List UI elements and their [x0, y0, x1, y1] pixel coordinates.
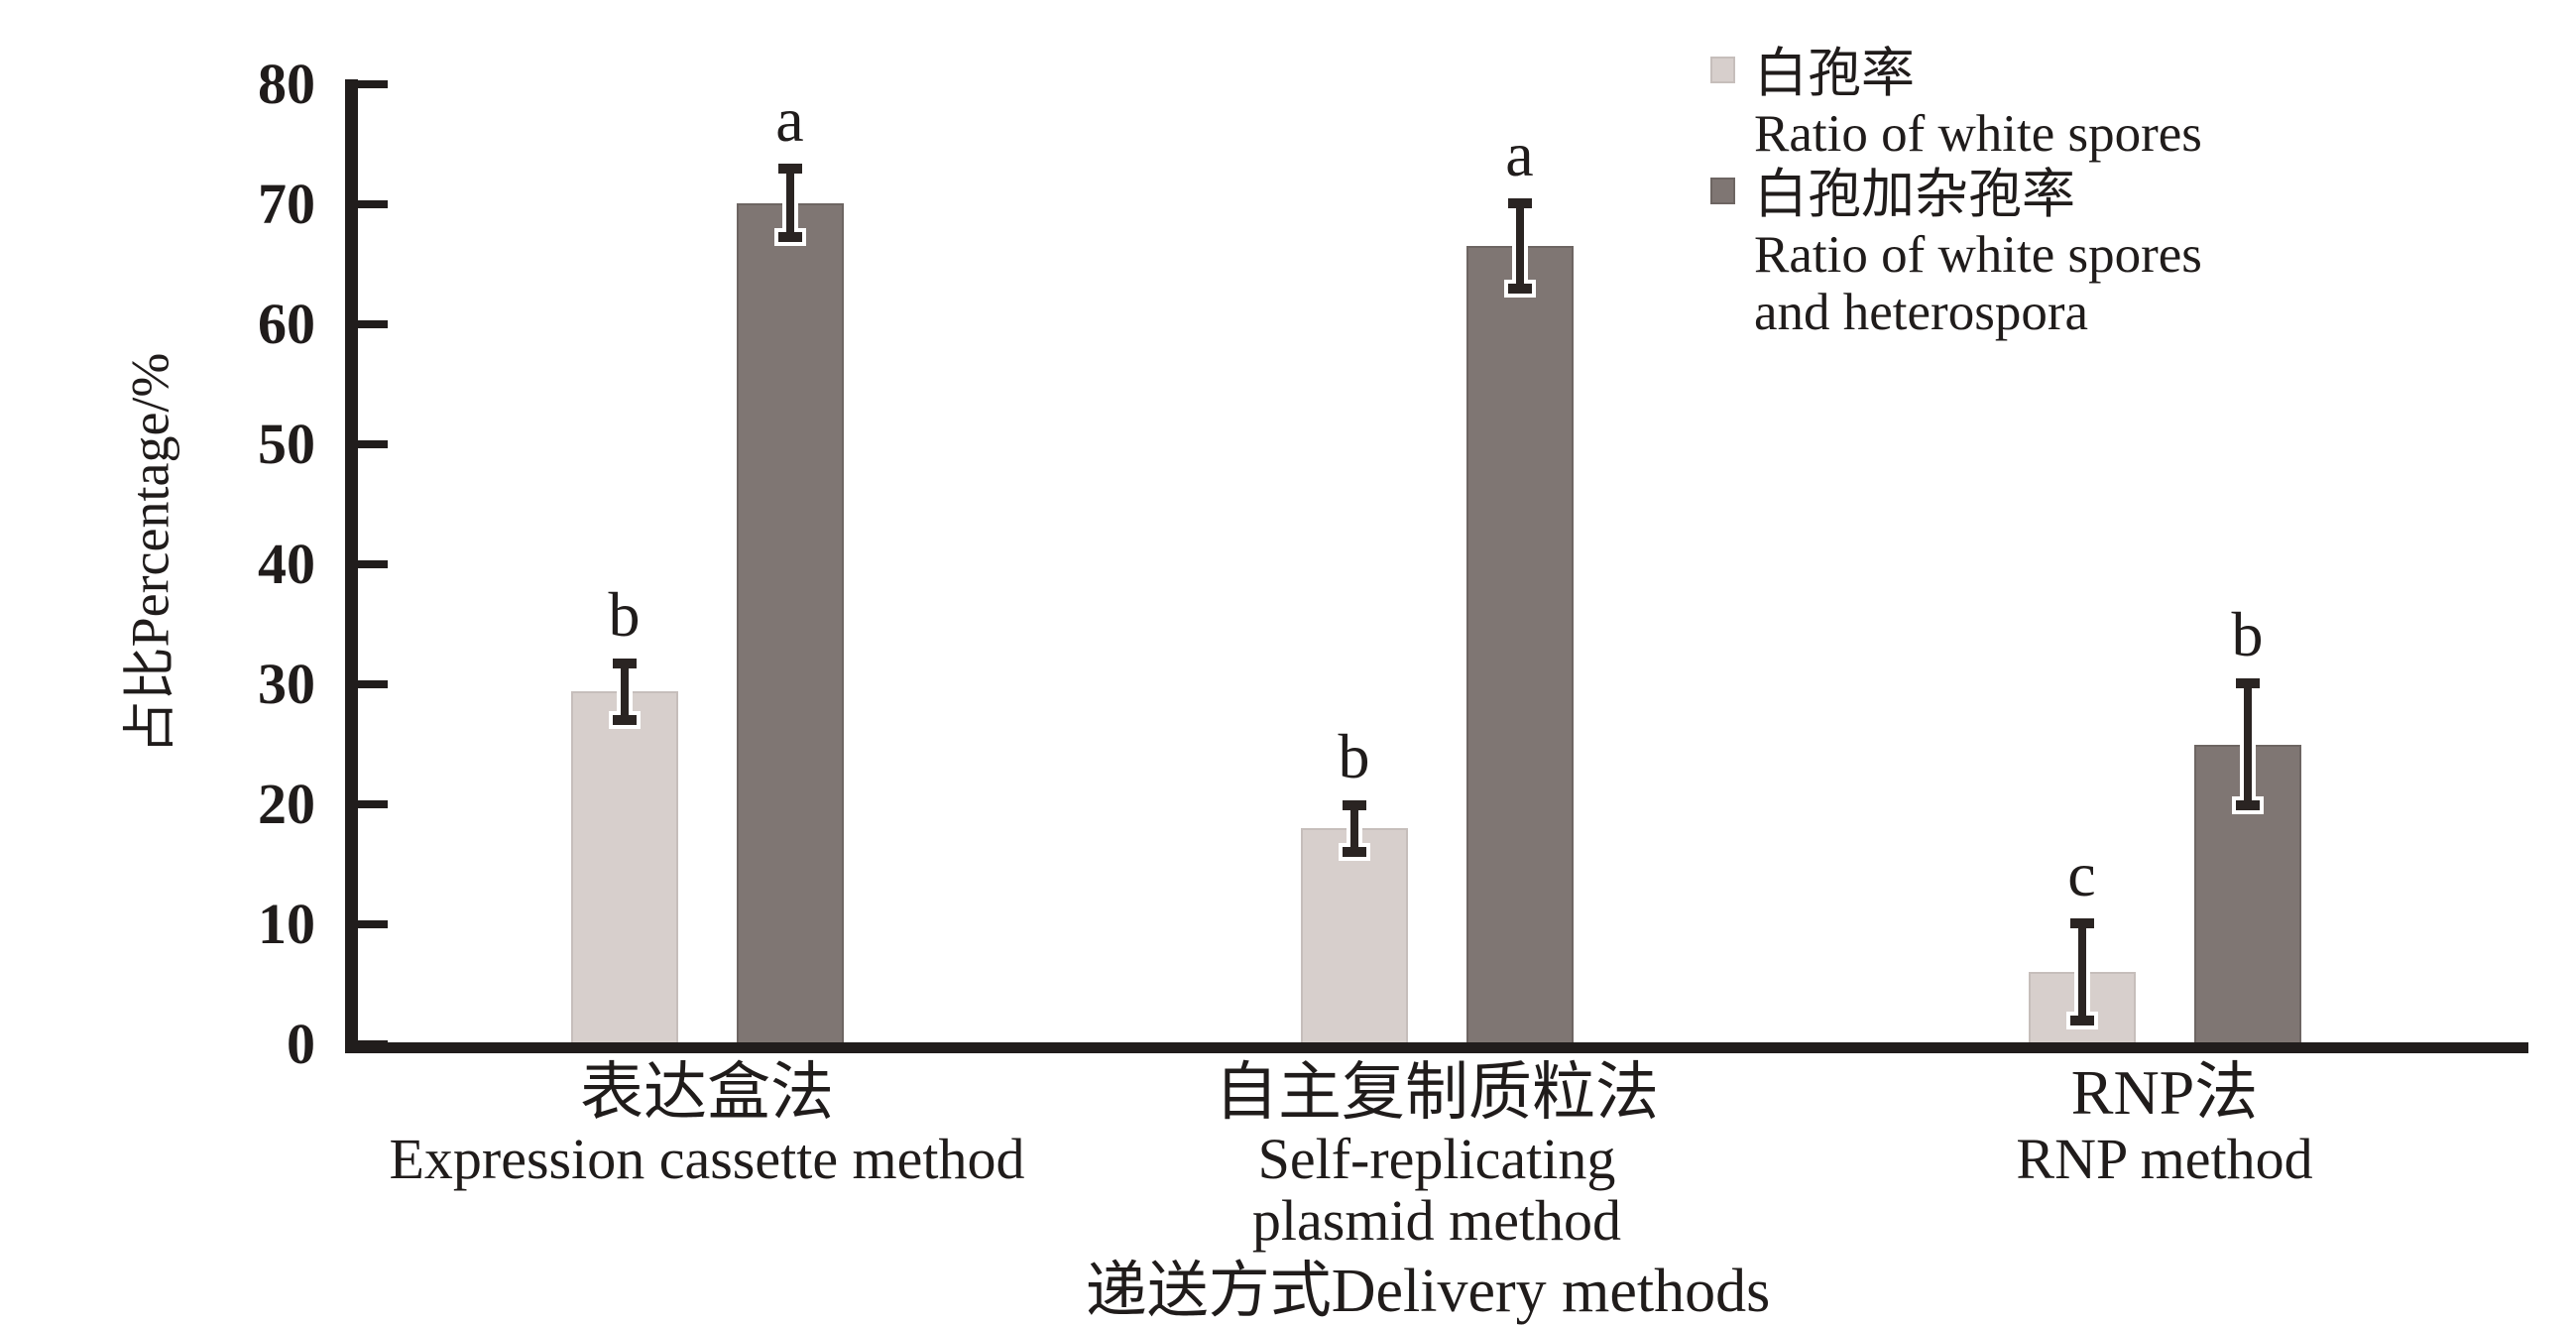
y-tick-label: 70	[258, 172, 315, 236]
x-axis-line	[345, 1042, 2528, 1053]
legend-item-white-and-heterospora: 白孢加杂孢率 Ratio of white spores and heterospo…	[1710, 163, 2202, 341]
significance-letter: a	[775, 84, 804, 156]
y-axis-line	[345, 79, 358, 1053]
legend-swatch	[1710, 57, 1735, 83]
y-tick	[358, 80, 388, 88]
y-tick-label: 10	[258, 892, 315, 956]
y-tick	[358, 680, 388, 688]
legend-label-en: Ratio of white spores	[1754, 226, 2202, 284]
legend-item-white-spores: 白孢率 Ratio of white spores	[1710, 42, 2202, 163]
y-tick-label: 80	[258, 52, 315, 116]
y-tick-label: 20	[258, 772, 315, 836]
legend-label-en: Ratio of white spores	[1754, 105, 2202, 163]
significance-letter: b	[2231, 599, 2264, 670]
x-category-label-1: 自主复制质粒法 Self-replicating plasmid method	[981, 1057, 1893, 1252]
y-tick	[358, 920, 388, 928]
y-axis-title: 占比Percentage/%	[120, 352, 180, 755]
y-tick	[358, 440, 388, 448]
error-bar-line	[1349, 801, 1358, 855]
error-bar-line	[2077, 920, 2086, 1024]
error-bar-line	[2243, 680, 2252, 808]
error-bar-cap-bottom	[612, 714, 637, 725]
error-bar-cap-bottom	[1342, 846, 1366, 857]
legend-label-zh: 白孢加杂孢率	[1754, 165, 2075, 224]
y-tick-label: 50	[258, 412, 315, 476]
error-bar-line	[1515, 200, 1524, 293]
legend-label-zh: 白孢率	[1754, 44, 1915, 103]
error-bar-cap-bottom	[1507, 284, 1532, 295]
x-axis-title: 递送方式Delivery methods	[1085, 1258, 1771, 1325]
y-tick-label: 30	[258, 652, 315, 716]
error-bar-line	[620, 660, 629, 723]
y-tick	[358, 800, 388, 808]
error-bar-cap-bottom	[2235, 799, 2260, 810]
significance-letter: c	[2067, 839, 2096, 910]
x-category-label-0: 表达盒法 Expression cassette method	[251, 1057, 1163, 1190]
error-bar-cap-top	[612, 658, 637, 668]
bar-white-and-heterospora-1	[1465, 246, 1574, 1044]
error-bar-line	[785, 166, 794, 241]
y-tick-label: 40	[258, 532, 315, 596]
x-category-label-en: Self-replicating	[1257, 1127, 1616, 1191]
x-category-label-en: plasmid method	[1251, 1188, 1622, 1253]
legend: 白孢率 Ratio of white spores 白孢加杂孢率 Ratio of w…	[1710, 42, 2202, 341]
y-tick-label: 0	[287, 1012, 315, 1076]
significance-letter: b	[608, 578, 641, 650]
error-bar-cap-top	[2069, 918, 2094, 929]
error-bar-cap-top	[777, 164, 802, 175]
error-bar-cap-bottom	[777, 232, 802, 243]
x-category-label-zh: RNP法	[2070, 1057, 2259, 1128]
y-tick	[358, 560, 388, 568]
legend-label-en: and heterospora	[1754, 284, 2088, 341]
x-category-label-2: RNP法 RNP method	[1708, 1057, 2576, 1190]
legend-swatch	[1710, 178, 1735, 204]
error-bar-cap-bottom	[2069, 1016, 2094, 1026]
y-tick-label: 60	[258, 292, 315, 356]
y-tick	[358, 320, 388, 328]
error-bar-cap-top	[1507, 198, 1532, 209]
y-tick	[358, 1040, 388, 1048]
error-bar-cap-top	[2235, 678, 2260, 689]
error-bar-cap-top	[1342, 799, 1366, 810]
bar-white-and-heterospora-0	[736, 202, 844, 1044]
bar-white-spores-1	[1300, 828, 1408, 1044]
bar-white-spores-0	[570, 691, 678, 1044]
significance-letter: a	[1505, 119, 1534, 190]
x-category-label-zh: 表达盒法	[580, 1057, 834, 1128]
x-category-label-en: Expression cassette method	[389, 1127, 1025, 1191]
significance-letter: b	[1338, 720, 1370, 791]
x-category-label-en: RNP method	[2016, 1127, 2313, 1191]
y-tick	[358, 200, 388, 208]
x-category-label-zh: 自主复制质粒法	[1215, 1057, 1659, 1128]
